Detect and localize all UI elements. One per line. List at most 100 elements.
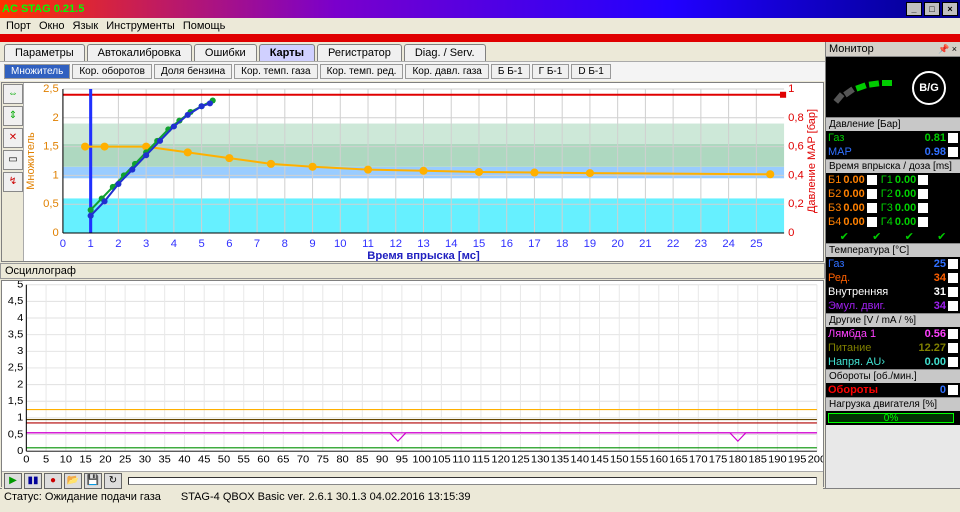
svg-text:21: 21	[639, 238, 652, 250]
svg-text:3: 3	[143, 238, 149, 250]
svg-text:10: 10	[60, 454, 72, 466]
checkbox[interactable]	[948, 343, 958, 353]
pin-icon[interactable]: 📌 ×	[938, 44, 957, 55]
checkbox[interactable]	[948, 329, 958, 339]
main-tab[interactable]: Ошибки	[194, 44, 257, 61]
app-title: AC STAG 0.21.5	[2, 3, 84, 15]
svg-text:13: 13	[417, 238, 430, 250]
svg-text:1: 1	[53, 170, 59, 182]
sub-tab[interactable]: Доля бензина	[154, 64, 232, 79]
red-separator	[0, 34, 960, 42]
svg-text:0: 0	[53, 227, 59, 239]
sub-tab[interactable]: Кор. темп. ред.	[320, 64, 404, 79]
svg-text:0,5: 0,5	[8, 429, 24, 441]
svg-text:4: 4	[171, 238, 177, 250]
svg-text:2: 2	[17, 379, 23, 391]
svg-text:20: 20	[99, 454, 111, 466]
playback-slider[interactable]	[128, 477, 817, 485]
main-tab[interactable]: Карты	[259, 44, 315, 61]
main-tab[interactable]: Автокалибровка	[87, 44, 192, 61]
open-button[interactable]: 📂	[64, 473, 82, 489]
svg-text:12: 12	[390, 238, 403, 250]
oscilloscope-label: Осциллограф	[5, 265, 76, 277]
oscilloscope-chart[interactable]: 00,511,522,533,544,550510152025303540455…	[2, 281, 823, 468]
svg-text:0,4: 0,4	[788, 170, 804, 182]
svg-text:0: 0	[60, 238, 66, 250]
svg-text:175: 175	[709, 454, 728, 466]
status-text: Статус: Ожидание подачи газа	[4, 491, 161, 503]
svg-text:0,5: 0,5	[43, 198, 59, 210]
svg-text:85: 85	[356, 454, 368, 466]
play-button[interactable]: ▶	[4, 473, 22, 489]
tool-line[interactable]: ↯	[3, 172, 23, 192]
svg-text:1,5: 1,5	[8, 395, 24, 407]
svg-text:0: 0	[23, 454, 29, 466]
svg-text:120: 120	[491, 454, 510, 466]
svg-text:5: 5	[198, 238, 204, 250]
maximize-button[interactable]: □	[924, 2, 940, 16]
chart-toolbar: ⇔ ⇕ ✕ ▭ ↯	[2, 83, 24, 261]
svg-text:5: 5	[43, 454, 49, 466]
menu-item[interactable]: Язык	[73, 20, 99, 32]
svg-text:100: 100	[412, 454, 431, 466]
monitor-row: Питание12.27	[826, 341, 960, 355]
pause-button[interactable]: ▮▮	[24, 473, 42, 489]
tool-delete[interactable]: ✕	[3, 128, 23, 148]
sub-tab[interactable]: Г Б-1	[532, 64, 570, 79]
svg-text:185: 185	[748, 454, 767, 466]
svg-text:2: 2	[115, 238, 121, 250]
svg-text:165: 165	[669, 454, 688, 466]
menu-item[interactable]: Инструменты	[106, 20, 175, 32]
svg-text:4: 4	[17, 312, 23, 324]
svg-text:4,5: 4,5	[8, 296, 24, 308]
svg-text:0,8: 0,8	[788, 112, 804, 124]
checkbox[interactable]	[948, 287, 958, 297]
titlebar: AC STAG 0.21.5 _ □ ×	[0, 0, 960, 18]
sub-tab[interactable]: D Б-1	[571, 64, 610, 79]
checkbox[interactable]	[948, 273, 958, 283]
oscilloscope-header: Осциллограф	[0, 263, 825, 279]
loop-button[interactable]: ↻	[104, 473, 122, 489]
minimize-button[interactable]: _	[906, 2, 922, 16]
menu-item[interactable]: Помощь	[183, 20, 226, 32]
sub-tabs: МножительКор. оборотовДоля бензинаКор. т…	[0, 61, 825, 81]
svg-text:125: 125	[511, 454, 530, 466]
sub-tab[interactable]: Кор. давл. газа	[405, 64, 488, 79]
svg-text:24: 24	[722, 238, 735, 250]
menu-item[interactable]: Порт	[6, 20, 31, 32]
checkbox[interactable]	[948, 147, 958, 157]
svg-text:2: 2	[53, 112, 59, 124]
svg-text:50: 50	[218, 454, 230, 466]
multiplier-chart-area: ⇔ ⇕ ✕ ▭ ↯ 012345678910111213141516171819…	[1, 82, 824, 262]
sub-tab[interactable]: Кор. темп. газа	[234, 64, 317, 79]
svg-text:195: 195	[788, 454, 807, 466]
sub-tab[interactable]: Кор. оборотов	[72, 64, 152, 79]
svg-text:140: 140	[570, 454, 589, 466]
multiplier-chart[interactable]: 0123456789101112131415161718192021222324…	[24, 83, 823, 261]
tool-rect[interactable]: ▭	[3, 150, 23, 170]
checkbox[interactable]	[948, 259, 958, 269]
main-tab[interactable]: Регистратор	[317, 44, 402, 61]
tool-zoom-y[interactable]: ⇕	[3, 106, 23, 126]
svg-text:11: 11	[362, 238, 374, 250]
svg-text:90: 90	[376, 454, 388, 466]
checkbox[interactable]	[948, 133, 958, 143]
monitor-row: Б10.00Г10.00	[826, 173, 960, 187]
svg-text:70: 70	[297, 454, 309, 466]
mode-indicator[interactable]: B/G	[912, 71, 946, 105]
checkbox[interactable]	[948, 357, 958, 367]
tool-zoom-x[interactable]: ⇔	[3, 84, 23, 104]
svg-text:40: 40	[178, 454, 190, 466]
checkbox[interactable]	[948, 301, 958, 311]
record-button[interactable]: ●	[44, 473, 62, 489]
close-button[interactable]: ×	[942, 2, 958, 16]
menu-item[interactable]: Окно	[39, 20, 65, 32]
monitor-row: Эмул. двиг.34	[826, 299, 960, 313]
main-tab[interactable]: Параметры	[4, 44, 85, 61]
svg-text:1: 1	[788, 83, 794, 95]
sub-tab[interactable]: Множитель	[4, 64, 70, 79]
save-button[interactable]: 💾	[84, 473, 102, 489]
main-tab[interactable]: Diag. / Serv.	[404, 44, 486, 61]
monitor-row: Газ25	[826, 257, 960, 271]
sub-tab[interactable]: Б Б-1	[491, 64, 530, 79]
